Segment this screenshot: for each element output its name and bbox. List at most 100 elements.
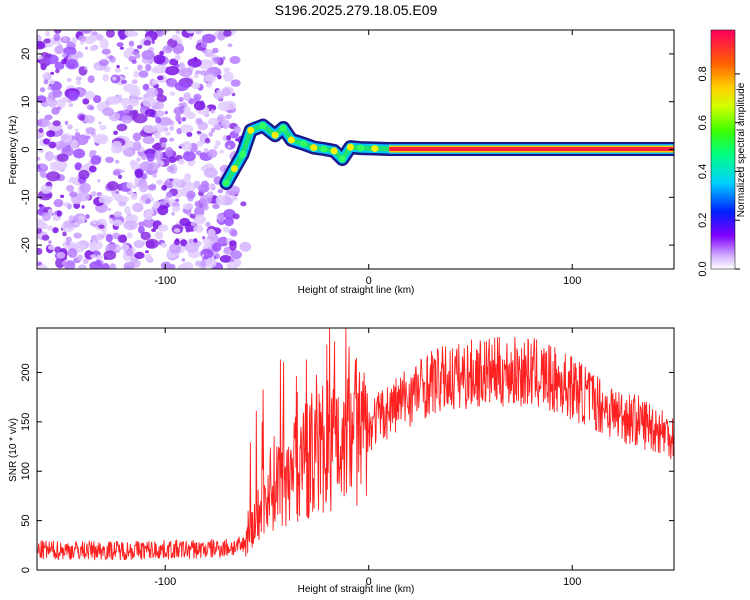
noise-blob	[91, 31, 98, 36]
noise-blob	[68, 103, 74, 107]
noise-blob	[102, 107, 114, 117]
noise-blob	[116, 195, 129, 205]
noise-blob	[223, 71, 234, 82]
noise-blob	[154, 101, 165, 110]
noise-blob	[37, 264, 48, 269]
noise-blob	[62, 53, 67, 58]
noise-blob	[136, 44, 143, 49]
noise-blob	[229, 258, 235, 263]
noise-blob	[171, 34, 180, 41]
snr-frame	[36, 327, 675, 571]
noise-blob	[239, 241, 252, 252]
noise-blob	[226, 135, 232, 141]
track-bead	[346, 143, 354, 151]
noise-blob	[217, 237, 227, 245]
top-ytick-label: 20	[20, 48, 32, 60]
noise-blob	[56, 210, 62, 217]
noise-blob	[222, 56, 226, 61]
noise-blob	[119, 46, 124, 50]
noise-blob	[193, 100, 206, 111]
noise-blob	[169, 91, 176, 96]
track-bead	[330, 147, 338, 155]
noise-blob	[56, 251, 66, 259]
noise-blob	[85, 127, 96, 135]
colorbar: 0.0 0.2 0.4 0.6 0.8 Normalized spectral ampl…	[697, 29, 747, 277]
noise-blob	[161, 142, 167, 148]
noise-blob	[132, 113, 148, 124]
noise-blob	[171, 212, 175, 216]
noise-blob	[65, 59, 79, 70]
noise-blob	[173, 228, 181, 233]
noise-blob	[105, 233, 113, 243]
noise-blob	[133, 70, 140, 78]
noise-blob	[141, 49, 155, 60]
noise-blob	[118, 201, 127, 207]
noise-blob	[88, 105, 95, 111]
noise-blob	[67, 203, 72, 210]
noise-blob	[204, 74, 216, 84]
noise-blob	[200, 41, 208, 48]
noise-blob	[229, 56, 241, 64]
noise-blob	[52, 89, 63, 98]
noise-blob	[107, 96, 121, 105]
noise-blob	[142, 136, 155, 145]
noise-blob	[201, 254, 205, 258]
noise-blob	[39, 87, 46, 93]
noise-blob	[138, 221, 145, 227]
noise-blob	[232, 213, 240, 220]
noise-blob	[101, 263, 110, 269]
noise-blob	[181, 117, 187, 122]
noise-blob	[188, 238, 194, 244]
noise-blob	[37, 247, 43, 255]
noise-blob	[98, 59, 109, 67]
noise-blob	[107, 207, 112, 212]
noise-blob	[186, 190, 196, 199]
noise-blob	[105, 196, 114, 203]
noise-blob	[153, 143, 161, 151]
noise-blob	[126, 47, 133, 52]
noise-blob	[168, 137, 175, 142]
noise-blob	[39, 222, 48, 230]
noise-blob	[160, 242, 167, 248]
noise-blob	[68, 215, 75, 222]
noise-blob	[38, 55, 43, 60]
track-bead	[279, 124, 287, 132]
noise-blob	[82, 98, 90, 105]
noise-blob	[175, 30, 181, 35]
noise-blob	[68, 179, 72, 183]
noise-blob	[79, 182, 91, 194]
noise-blob	[98, 224, 105, 229]
noise-blob	[73, 232, 82, 239]
noise-blob	[182, 151, 196, 162]
noise-blob	[200, 260, 207, 267]
noise-blob	[221, 119, 231, 129]
tone-track	[219, 118, 674, 190]
noise-blob	[78, 264, 87, 269]
track-bead	[371, 145, 379, 153]
noise-blob	[37, 110, 40, 115]
colorbar-tick-label: 0.8	[697, 66, 709, 81]
noise-blob	[189, 30, 194, 34]
noise-blob	[90, 155, 102, 165]
noise-blob	[46, 225, 54, 231]
noise-blob	[43, 79, 49, 85]
noise-blob	[223, 67, 231, 73]
noise-blob	[151, 79, 159, 85]
noise-blob	[89, 45, 97, 52]
noise-blob	[142, 96, 157, 108]
noise-blob	[121, 115, 133, 124]
noise-blob	[67, 124, 73, 130]
noise-blob	[230, 195, 238, 201]
noise-blob	[189, 213, 196, 219]
noise-blob	[39, 171, 46, 177]
noise-blob	[126, 181, 134, 189]
noise-blob	[165, 191, 173, 198]
noise-blob	[82, 258, 89, 265]
track-bead	[357, 144, 365, 152]
top-ytick-label: -10	[20, 189, 32, 205]
noise-blob	[38, 127, 44, 134]
noise-blob	[46, 171, 61, 182]
noise-blob	[168, 156, 177, 163]
noise-blob	[132, 132, 142, 142]
